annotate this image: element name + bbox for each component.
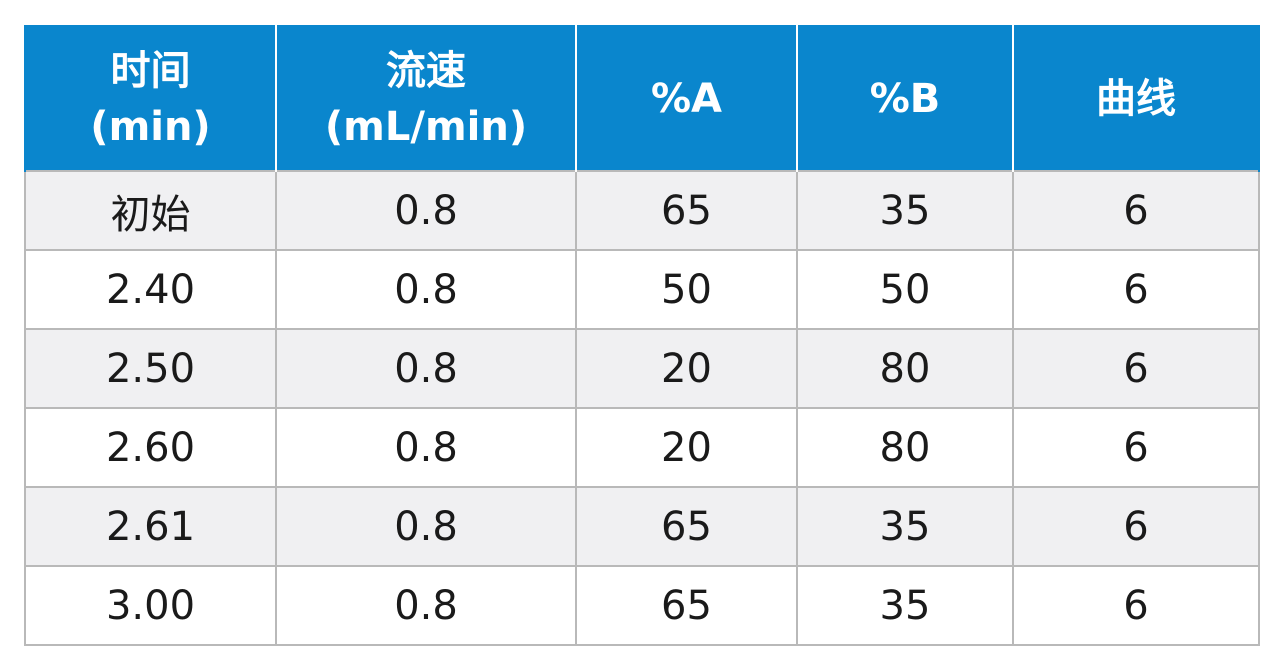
table-row: 初始 0.8 65 35 6 bbox=[24, 170, 1260, 251]
cell-percent-b: 35 bbox=[796, 170, 1014, 251]
cell-time: 2.61 bbox=[24, 486, 277, 567]
cell-percent-a: 65 bbox=[575, 486, 798, 567]
header-percent-a: %A bbox=[575, 25, 798, 171]
header-time-label: 时间 bbox=[110, 47, 191, 94]
cell-curve: 6 bbox=[1012, 407, 1260, 488]
cell-time: 2.60 bbox=[24, 407, 277, 488]
cell-percent-a: 20 bbox=[575, 328, 798, 409]
cell-time: 2.50 bbox=[24, 328, 277, 409]
table-row: 2.50 0.8 20 80 6 bbox=[24, 328, 1260, 409]
cell-percent-b: 35 bbox=[796, 486, 1014, 567]
cell-time: 初始 bbox=[24, 170, 277, 251]
cell-percent-a: 65 bbox=[575, 565, 798, 646]
header-curve-label: 曲线 bbox=[1096, 75, 1176, 122]
table-row: 2.40 0.8 50 50 6 bbox=[24, 249, 1260, 330]
table-header: 时间 (min) 流速 (mL/min) %A %B 曲线 bbox=[24, 25, 1260, 171]
cell-flow-rate: 0.8 bbox=[275, 486, 577, 567]
cell-percent-a: 50 bbox=[575, 249, 798, 330]
cell-curve: 6 bbox=[1012, 170, 1260, 251]
cell-percent-a: 20 bbox=[575, 407, 798, 488]
cell-flow-rate: 0.8 bbox=[275, 170, 577, 251]
header-time-unit: (min) bbox=[90, 103, 211, 150]
header-time: 时间 (min) bbox=[24, 25, 277, 171]
cell-percent-b: 80 bbox=[796, 328, 1014, 409]
cell-percent-a: 65 bbox=[575, 170, 798, 251]
table-body: 初始 0.8 65 35 6 2.40 0.8 50 50 6 2.50 0.8… bbox=[24, 170, 1260, 646]
cell-flow-rate: 0.8 bbox=[275, 249, 577, 330]
cell-curve: 6 bbox=[1012, 486, 1260, 567]
gradient-table: 时间 (min) 流速 (mL/min) %A %B 曲线 初始 0.8 65 … bbox=[24, 25, 1260, 646]
cell-time: 2.40 bbox=[24, 249, 277, 330]
header-percent-a-label: %A bbox=[650, 75, 723, 122]
cell-percent-b: 50 bbox=[796, 249, 1014, 330]
cell-time: 3.00 bbox=[24, 565, 277, 646]
header-flow-rate: 流速 (mL/min) bbox=[275, 25, 577, 171]
cell-curve: 6 bbox=[1012, 249, 1260, 330]
table-row: 3.00 0.8 65 35 6 bbox=[24, 565, 1260, 646]
header-row: 时间 (min) 流速 (mL/min) %A %B 曲线 bbox=[24, 25, 1260, 171]
header-flow-rate-unit: (mL/min) bbox=[324, 103, 528, 150]
cell-percent-b: 35 bbox=[796, 565, 1014, 646]
cell-curve: 6 bbox=[1012, 565, 1260, 646]
table-row: 2.60 0.8 20 80 6 bbox=[24, 407, 1260, 488]
header-percent-b-label: %B bbox=[869, 75, 941, 122]
cell-curve: 6 bbox=[1012, 328, 1260, 409]
table-row: 2.61 0.8 65 35 6 bbox=[24, 486, 1260, 567]
header-curve: 曲线 bbox=[1012, 25, 1260, 171]
cell-flow-rate: 0.8 bbox=[275, 407, 577, 488]
cell-percent-b: 80 bbox=[796, 407, 1014, 488]
header-flow-rate-label: 流速 bbox=[386, 47, 466, 94]
header-percent-b: %B bbox=[796, 25, 1014, 171]
cell-flow-rate: 0.8 bbox=[275, 328, 577, 409]
cell-flow-rate: 0.8 bbox=[275, 565, 577, 646]
